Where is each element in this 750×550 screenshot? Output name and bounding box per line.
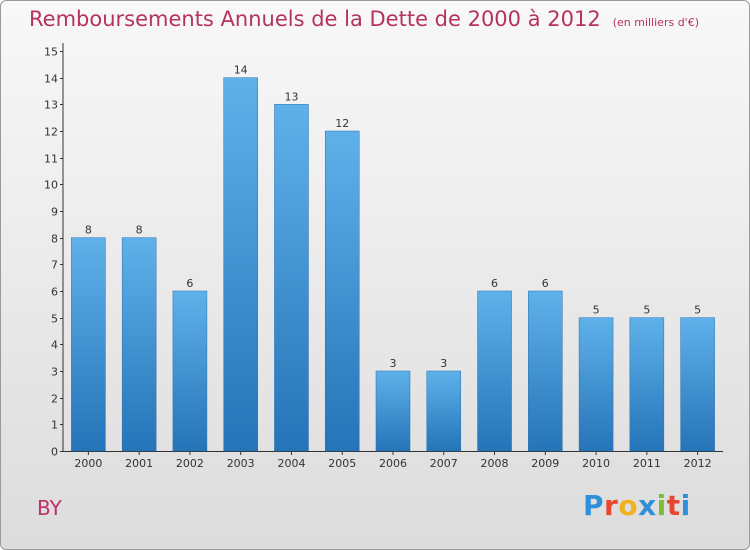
x-tick-label: 2008 [481, 457, 509, 470]
bar-value-label: 3 [390, 357, 397, 370]
logo-letter: t [666, 489, 681, 522]
y-tick-label: 2 [51, 393, 58, 406]
chart-title-text: Remboursements Annuels de la Dette de 20… [29, 7, 601, 31]
logo-letter: r [604, 489, 619, 522]
chart-unit-label: (en milliers d'€) [612, 16, 699, 29]
bar-2004 [274, 104, 309, 452]
bar-value-label: 8 [136, 224, 143, 237]
y-tick-label: 1 [51, 419, 58, 432]
chart-title: Remboursements Annuels de la Dette de 20… [29, 7, 699, 31]
x-tick-label: 2009 [531, 457, 559, 470]
bar-2003 [223, 77, 258, 452]
bar-2008 [477, 290, 512, 452]
bar-2001 [121, 237, 157, 452]
x-tick-label: 2002 [176, 457, 204, 470]
bar-value-label: 13 [284, 90, 298, 103]
commune-label: BY [37, 496, 62, 520]
x-tick-label: 2011 [633, 457, 661, 470]
y-tick-label: 0 [51, 446, 58, 459]
bar-2010 [578, 317, 614, 452]
logo-letter: o [618, 489, 639, 522]
logo-letter: P [583, 489, 605, 522]
bar-value-label: 5 [694, 304, 701, 317]
bar-2002 [172, 290, 208, 452]
bar-2006 [375, 370, 411, 452]
bar-2011 [629, 317, 665, 452]
y-tick-label: 9 [51, 206, 58, 219]
y-tick-label: 15 [44, 46, 58, 59]
y-tick-label: 13 [44, 99, 58, 112]
bar-2007 [426, 370, 462, 452]
y-tick-label: 10 [44, 179, 58, 192]
bar-2000 [71, 237, 106, 452]
bar-value-label: 6 [491, 277, 498, 290]
x-tick-label: 2001 [125, 457, 153, 470]
logo-letter: i [656, 489, 667, 522]
x-tick-label: 2003 [227, 457, 255, 470]
x-tick-label: 2007 [430, 457, 458, 470]
x-tick-label: 2006 [379, 457, 407, 470]
y-tick-label: 5 [51, 313, 58, 326]
y-tick-label: 12 [44, 126, 58, 139]
y-tick-label: 4 [51, 339, 58, 352]
x-tick-label: 2012 [684, 457, 712, 470]
y-tick-label: 11 [44, 153, 58, 166]
bar-value-label: 14 [234, 64, 248, 77]
bar-value-label: 8 [85, 224, 92, 237]
bar-value-label: 3 [440, 357, 447, 370]
bar-value-label: 5 [643, 304, 650, 317]
bar-2009 [528, 290, 563, 452]
y-tick-label: 14 [44, 73, 58, 86]
x-tick-label: 2010 [582, 457, 610, 470]
logo-letter: x [638, 489, 657, 522]
bar-2005 [324, 130, 360, 452]
logo-letter: i [680, 489, 691, 522]
y-tick-label: 3 [51, 366, 58, 379]
y-tick-label: 6 [51, 286, 58, 299]
y-tick-label: 7 [51, 259, 58, 272]
bar-value-label: 6 [186, 277, 193, 290]
bar-value-label: 5 [593, 304, 600, 317]
x-tick-label: 2005 [328, 457, 356, 470]
bar-2012 [680, 317, 715, 452]
x-tick-label: 2004 [277, 457, 305, 470]
bars: 8 8 6 14 13 12 3 3 6 6 5 5 5 [71, 64, 715, 452]
proxiti-logo: Proxiti [583, 489, 691, 522]
x-tick-label: 2000 [74, 457, 102, 470]
y-tick-label: 8 [51, 233, 58, 246]
bar-value-label: 6 [542, 277, 549, 290]
bar-value-label: 12 [335, 117, 349, 130]
